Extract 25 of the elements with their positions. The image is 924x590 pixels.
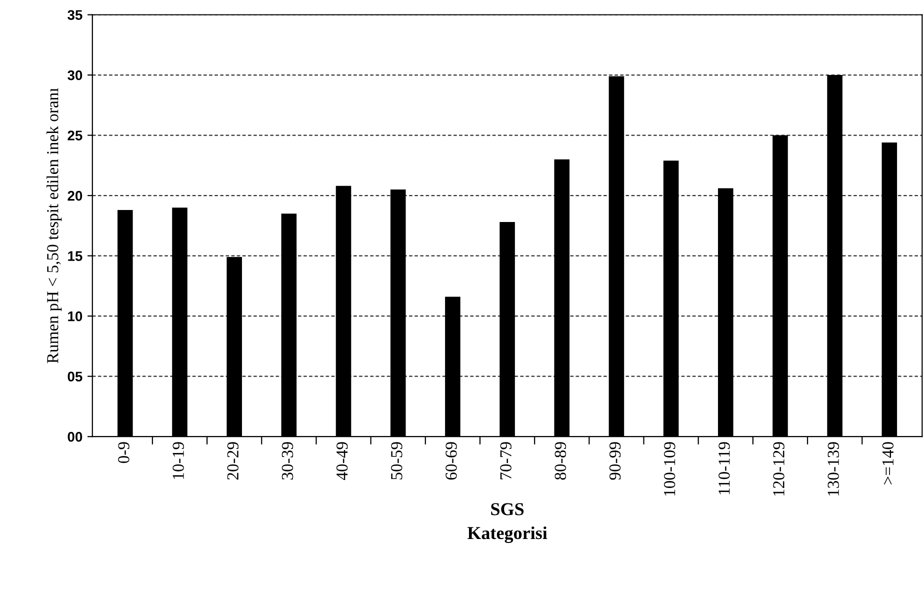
x-tick-label: >=140 (882, 442, 894, 484)
x-tick-label: 40-49 (336, 442, 348, 480)
x-tick-label: 70-79 (500, 442, 512, 480)
x-tick-label: 90-99 (609, 442, 621, 480)
y-tick-label: 00 (68, 432, 82, 442)
x-tick-label: 130-139 (828, 442, 839, 496)
y-tick-label: 25 (68, 130, 82, 140)
x-tick-label: 120-129 (773, 442, 784, 496)
x-tick-label: 50-59 (391, 442, 402, 480)
x-tick-label: 100-109 (664, 442, 676, 496)
y-tick-label: 05 (68, 372, 82, 382)
y-tick-label: 15 (68, 251, 82, 261)
y-tick-label: 30 (68, 70, 82, 80)
x-tick-label: 20-29 (227, 442, 239, 480)
y-axis-title: Rumen pH < 5,50 tespit edilen inek oranı (46, 88, 62, 364)
x-tick-label: 110-119 (718, 442, 730, 494)
x-axis-title: SGS Kategorisi (467, 503, 548, 543)
y-tick-label: 10 (68, 311, 82, 322)
x-tick-label: 80-89 (554, 442, 566, 480)
x-tick-label: 60-69 (446, 442, 457, 480)
x-tick-label: 0-9 (118, 442, 130, 464)
y-tick-label: 35 (68, 10, 82, 20)
x-tick-label: 10-19 (172, 442, 184, 479)
y-tick-label: 20 (68, 190, 82, 201)
x-tick-label: 30-39 (282, 442, 294, 480)
